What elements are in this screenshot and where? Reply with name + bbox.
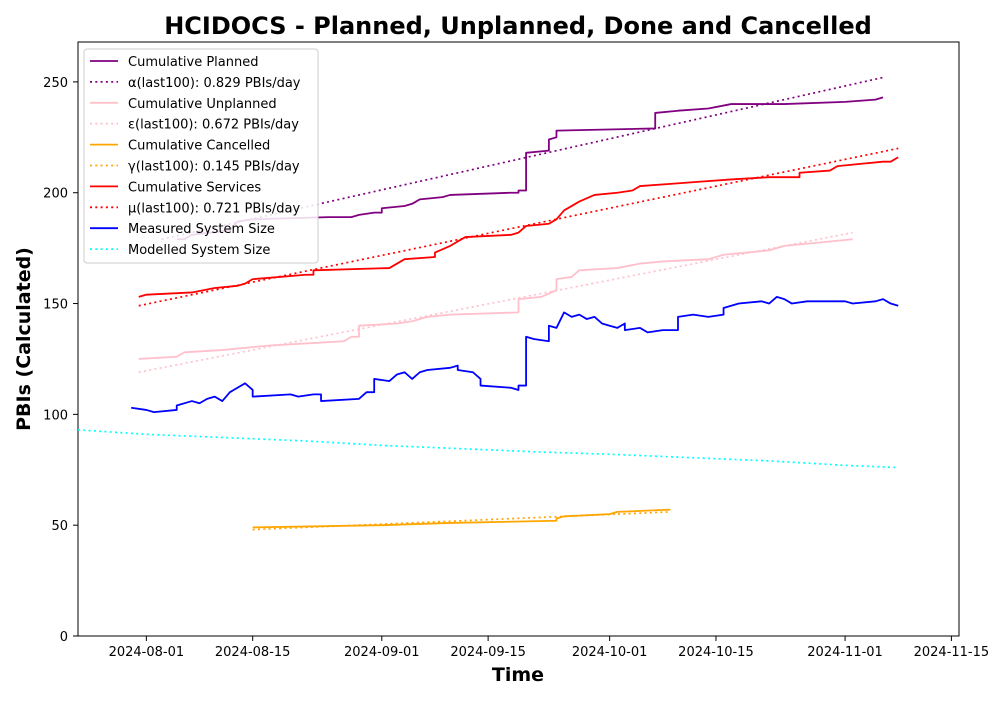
x-tick-label: 2024-10-15: [678, 645, 754, 660]
legend-label-last100-0-721-pbis-day: μ(last100): 0.721 PBIs/day: [128, 201, 300, 216]
series-line-cumulative-cancelled: [252, 508, 671, 529]
x-tick-label: 2024-08-15: [215, 645, 291, 660]
series-line-last100-0-721-pbis-day: [138, 147, 899, 307]
legend-label-last100-0-145-pbis-day: γ(last100): 0.145 PBIs/day: [128, 160, 300, 175]
series-layer: [77, 76, 899, 531]
y-tick-label: 0: [60, 630, 68, 645]
series-line-last100-0-672-pbis-day: [138, 231, 853, 374]
chart-title: HCIDOCS - Planned, Unplanned, Done and C…: [164, 12, 872, 40]
legend-box: [83, 48, 319, 264]
series-line-cumulative-services: [138, 156, 899, 298]
legend: Cumulative Planned α(last100): 0.829 PBIs…: [83, 48, 319, 264]
y-tick-label: 200: [43, 187, 68, 202]
x-tick-label: 2024-09-15: [450, 645, 526, 660]
legend-label-measured-system-size: Measured System Size: [128, 222, 275, 237]
x-axis-label: Time: [492, 664, 544, 686]
x-tick-label: 2024-11-01: [807, 645, 883, 660]
y-axis-ticks: 0 50 100 150 200 250: [43, 76, 78, 645]
legend-label-last100-0-672-pbis-day: ε(last100): 0.672 PBIs/day: [128, 118, 299, 133]
legend-label-last100-0-829-pbis-day: α(last100): 0.829 PBIs/day: [128, 76, 301, 91]
y-axis-label: PBIs (Calculated): [13, 247, 35, 431]
series-line-measured-system-size: [131, 295, 899, 414]
series-line-cumulative-unplanned: [138, 238, 853, 360]
y-tick-label: 250: [43, 76, 68, 91]
x-tick-label: 2024-08-01: [109, 645, 185, 660]
legend-label-cumulative-services: Cumulative Services: [128, 180, 261, 195]
legend-label-cumulative-cancelled: Cumulative Cancelled: [128, 139, 270, 154]
x-tick-label: 2024-11-15: [914, 645, 990, 660]
legend-label-modelled-system-size: Modelled System Size: [128, 243, 270, 258]
y-tick-label: 100: [43, 408, 68, 423]
legend-label-cumulative-unplanned: Cumulative Unplanned: [128, 97, 277, 112]
x-tick-label: 2024-10-01: [572, 645, 648, 660]
legend-items: Cumulative Planned α(last100): 0.829 PBIs…: [90, 55, 301, 258]
series-line-modelled-system-size: [77, 429, 899, 469]
series-line-last100-0-145-pbis-day: [252, 511, 671, 531]
x-tick-label: 2024-09-01: [344, 645, 420, 660]
y-tick-label: 150: [43, 298, 68, 313]
x-axis-ticks: 2024-08-01 2024-08-15 2024-09-01 2024-09-15…: [109, 636, 990, 660]
y-tick-label: 50: [51, 519, 68, 534]
legend-label-cumulative-planned: Cumulative Planned: [128, 55, 258, 70]
